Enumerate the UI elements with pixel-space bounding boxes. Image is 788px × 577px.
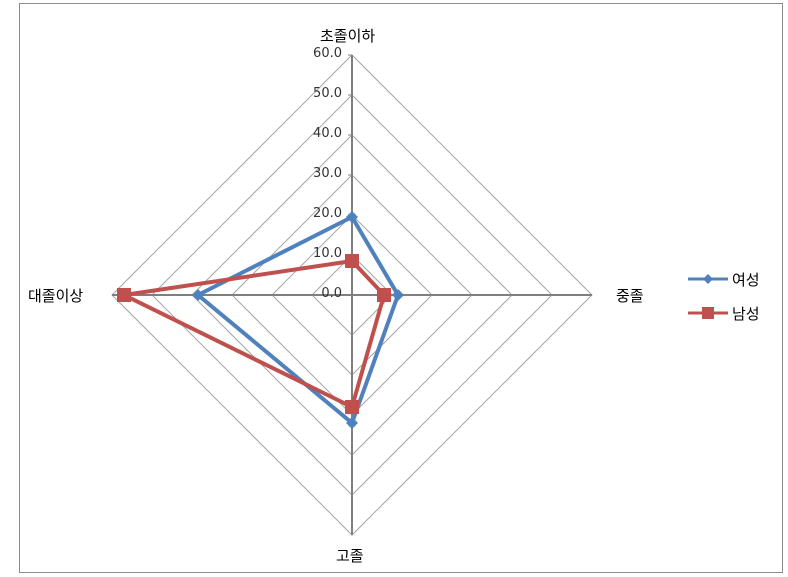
category-label: 초졸이하 bbox=[320, 27, 376, 45]
data-point-male bbox=[377, 288, 391, 302]
legend: 여성 남성 bbox=[686, 268, 776, 336]
data-point-male bbox=[345, 400, 359, 414]
data-point-female bbox=[392, 289, 404, 301]
radar-series bbox=[117, 211, 404, 429]
legend-label-male: 남성 bbox=[732, 305, 760, 323]
series-line-female bbox=[196, 215, 400, 425]
data-point-male bbox=[345, 254, 359, 268]
category-label: 중졸 bbox=[616, 287, 644, 305]
data-point-female bbox=[346, 211, 358, 223]
tick-label: 30.0 bbox=[313, 166, 342, 181]
series-line-male bbox=[122, 259, 386, 409]
tick-label: 0.0 bbox=[321, 286, 342, 301]
legend-item-male: 남성 bbox=[686, 302, 776, 324]
tick-label: 50.0 bbox=[313, 86, 342, 101]
legend-label-female: 여성 bbox=[732, 271, 760, 289]
category-label: 고졸 bbox=[336, 547, 364, 565]
radar-axes bbox=[112, 54, 592, 535]
tick-label: 20.0 bbox=[313, 206, 342, 221]
tick-label: 40.0 bbox=[313, 126, 342, 141]
data-point-female bbox=[192, 289, 204, 301]
data-point-female bbox=[346, 417, 358, 429]
legend-marker-female bbox=[688, 274, 728, 284]
tick-label: 60.0 bbox=[313, 46, 342, 61]
chart-area bbox=[19, 3, 783, 573]
data-point-male bbox=[117, 288, 131, 302]
legend-marker-male bbox=[688, 307, 728, 319]
legend-item-female: 여성 bbox=[686, 268, 776, 290]
category-label: 대졸이상 bbox=[28, 287, 84, 305]
tick-label: 10.0 bbox=[313, 246, 342, 261]
